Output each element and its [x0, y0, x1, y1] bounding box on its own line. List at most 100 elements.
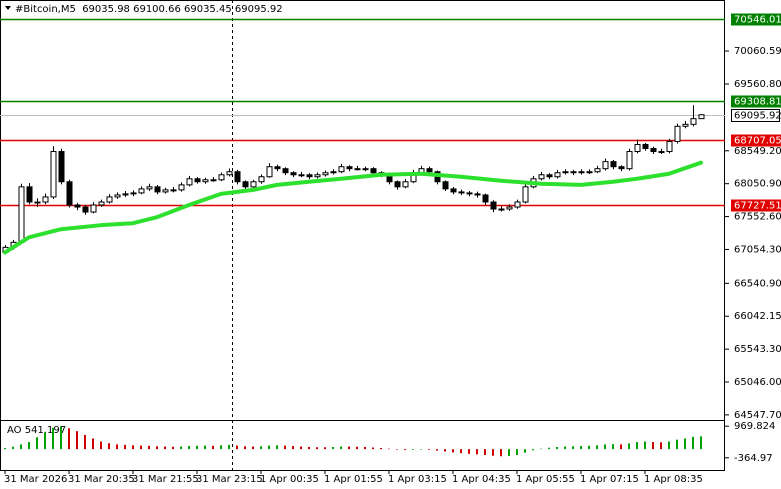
candle-body [298, 174, 305, 177]
ao-bar [684, 438, 686, 450]
candle-body [466, 192, 473, 195]
ao-bar [20, 444, 22, 450]
ao-bar [468, 449, 470, 454]
candle-body [426, 168, 433, 173]
level-label: 68707.05 [734, 136, 781, 147]
candle-body [698, 114, 705, 120]
y-tick-label: 65046.00 [734, 377, 781, 388]
ao-bar [332, 447, 334, 450]
ao-bar [444, 449, 446, 452]
ao-bar [228, 444, 230, 450]
candle-body [34, 201, 41, 204]
candle-body [562, 171, 569, 174]
ao-bar [676, 439, 678, 450]
ao-bar [388, 448, 390, 450]
ao-bar [628, 443, 630, 450]
ao-bar [556, 447, 558, 450]
ao-bar [660, 442, 662, 450]
candle-body [106, 196, 113, 203]
x-tick-label: 1 Apr 05:55 [516, 474, 575, 485]
ao-bar [308, 447, 310, 450]
candle-body [266, 166, 273, 178]
y-tick-label: 67552.60 [734, 212, 781, 223]
candle-body [90, 204, 97, 213]
level-label: 69308.81 [734, 97, 781, 108]
candle-body [146, 186, 153, 190]
candle-body [682, 123, 689, 127]
candle-body [594, 168, 601, 173]
candle-body [354, 168, 361, 171]
candle-body [314, 174, 321, 178]
y-tick-label: 66540.90 [734, 278, 781, 289]
x-tick-label: 1 Apr 01:55 [324, 474, 383, 485]
ao-bar [508, 449, 510, 456]
plot-frame [0, 0, 725, 471]
candle-body [138, 188, 145, 194]
candle-body [402, 181, 409, 188]
ao-bar [84, 434, 86, 450]
ao-bar [44, 432, 46, 450]
ao-bar [348, 446, 350, 450]
candle-body [290, 172, 297, 176]
candle-body [282, 168, 289, 174]
candle-body [26, 186, 33, 203]
candle-body [626, 151, 633, 170]
x-tick-label: 31 Mar 2026 [4, 474, 67, 485]
ao-tick-label: -364.97 [734, 453, 773, 464]
ao-bar [492, 449, 494, 456]
candle-body [394, 181, 401, 188]
ao-bar [340, 446, 342, 450]
moving-average [3, 160, 703, 255]
ao-bar [540, 448, 542, 450]
candle-body [634, 143, 641, 153]
candle-body [258, 176, 265, 183]
ao-bar [116, 444, 118, 450]
ao-bar [452, 449, 454, 453]
candle-body [690, 118, 697, 125]
y-tick-label: 66042.15 [734, 311, 781, 322]
candle-body [58, 151, 65, 183]
level-label: 67727.51 [734, 201, 781, 212]
candle-body [210, 179, 217, 182]
candle-body [18, 186, 25, 243]
candle-body [122, 193, 129, 196]
ao-bar [204, 445, 206, 450]
candle-body [74, 204, 81, 208]
candle-body [330, 171, 337, 174]
ao-bar [172, 446, 174, 450]
ao-bar [372, 447, 374, 450]
candle-body [250, 181, 257, 188]
ao-bar [100, 441, 102, 450]
ao-bar [700, 436, 702, 450]
level-label-box [731, 134, 781, 147]
ao-bar [580, 446, 582, 450]
ao-bar [404, 449, 406, 451]
ao-bar [276, 445, 278, 450]
ao-bar [108, 443, 110, 450]
candle-body [50, 151, 57, 198]
ao-bar [4, 447, 6, 450]
level-label-box [731, 13, 781, 26]
ao-bar [68, 428, 70, 450]
ao-bar [148, 445, 150, 450]
ao-bar [188, 446, 190, 450]
x-tick-label: 31 Mar 20:35 [68, 474, 135, 485]
ao-bar [324, 447, 326, 450]
candle-body [450, 188, 457, 193]
candle-body [642, 143, 649, 149]
chart-title: #Bitcoin,M5 69035.98 69100.66 69035.45 6… [15, 4, 283, 15]
ao-bar [76, 431, 78, 450]
ao-bar [140, 445, 142, 450]
y-tick-label: 70060.59 [734, 46, 781, 57]
menu-triangle [5, 6, 11, 10]
candle-body [514, 201, 521, 208]
x-tick-label: 31 Mar 21:55 [132, 474, 199, 485]
ao-bar [212, 445, 214, 450]
candle-body [234, 171, 241, 183]
ao-bar [692, 436, 694, 450]
ao-bar [436, 449, 438, 451]
ao-bar [516, 449, 518, 456]
candle-body [98, 201, 105, 206]
candle-body [458, 191, 465, 194]
ao-bar [284, 445, 286, 450]
